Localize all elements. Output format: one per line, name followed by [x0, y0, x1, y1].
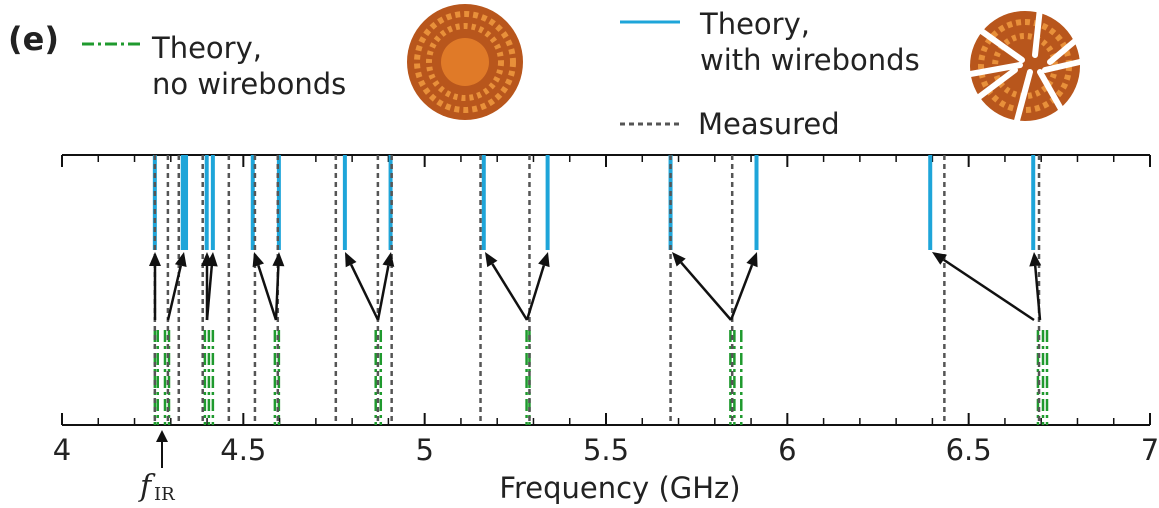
legend-label: Measured [698, 107, 840, 141]
arrowhead [746, 252, 758, 268]
icon-no-wirebonds [407, 4, 523, 120]
arrowhead [345, 252, 357, 268]
panel-label: (e) [8, 20, 59, 58]
x-tick-label: 6.5 [946, 433, 992, 467]
arrowhead [538, 252, 550, 268]
arrowhead [1029, 252, 1042, 267]
arrow [257, 264, 278, 321]
arrow [274, 265, 280, 321]
arrow [205, 265, 214, 321]
x-tick-label: 6 [778, 433, 796, 467]
x-tick-label: 5.5 [583, 433, 629, 467]
arrow [491, 263, 529, 321]
x-tick-label: 7 [1141, 433, 1159, 467]
arrow [680, 261, 732, 321]
arrowhead [149, 252, 161, 266]
arrow [376, 265, 390, 321]
arrowhead [382, 252, 395, 267]
x-tick-label: 5 [415, 433, 433, 467]
arrowhead [672, 252, 686, 267]
legend-label: Theory, no wirebonds [152, 31, 347, 101]
arrow [729, 264, 754, 321]
arrow [525, 265, 546, 321]
icon-with-wirebonds [962, 5, 1113, 131]
annotation-arrowhead [156, 430, 168, 442]
legend-samples [82, 20, 680, 126]
annotation-subscript: IR [154, 484, 175, 505]
arrowhead [205, 252, 218, 267]
arrowhead [932, 252, 947, 265]
legend-label: Theory, with wirebonds [700, 7, 920, 77]
x-tick-label: 4 [53, 433, 71, 467]
arrowhead [252, 252, 265, 268]
arrow [1033, 265, 1042, 321]
arrowhead [174, 252, 187, 268]
x-tick-label: 4.5 [220, 433, 266, 467]
arrowhead [485, 252, 498, 268]
arrow [166, 265, 183, 321]
arrow [349, 264, 380, 321]
arrow [942, 258, 1035, 322]
x-axis-label: Frequency (GHz) [499, 471, 740, 505]
arrowhead [272, 252, 285, 267]
